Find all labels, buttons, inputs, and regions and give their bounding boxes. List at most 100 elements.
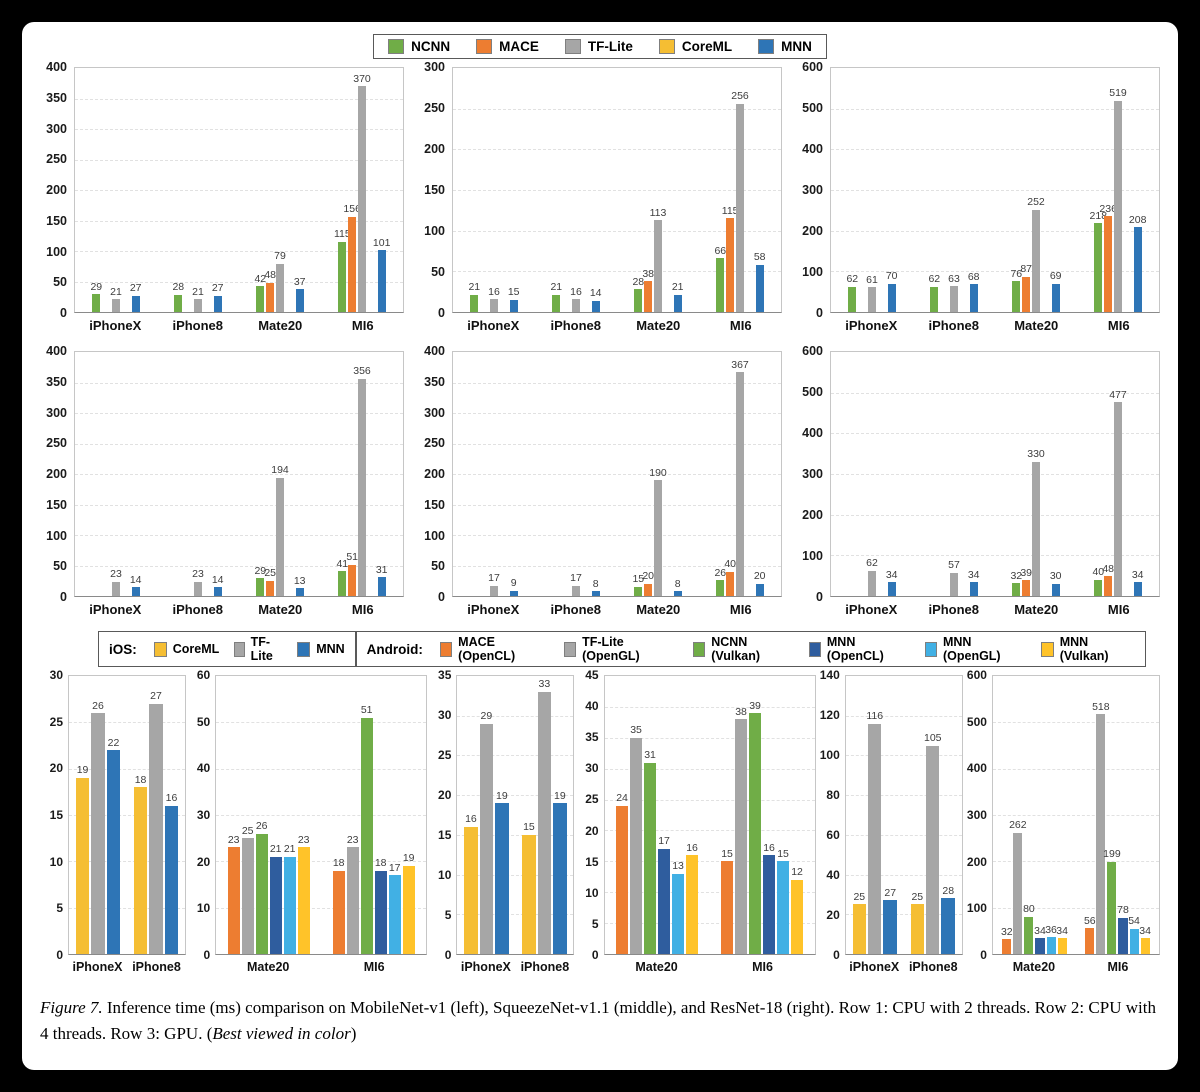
- bar-tf-lite: [736, 372, 744, 596]
- x-axis: iPhoneX iPhone8 Mate20 MI6: [74, 597, 404, 621]
- bar-mace: [266, 580, 275, 596]
- figure-panel: NCNN MACE TF-Lite CoreML MNN 400 350 300 250 200…: [22, 22, 1178, 1070]
- bar-slot-mnn: 101: [373, 68, 390, 312]
- bar-value-label: 42: [254, 272, 267, 285]
- bar-slot-ncnn: [848, 352, 856, 596]
- y-tick-label: 0: [203, 948, 211, 962]
- bar-slot-tf-lite: 17: [488, 352, 500, 596]
- bar-value-label: 105: [923, 732, 942, 744]
- bar-value-label: 101: [372, 236, 391, 249]
- bar-slot-mnn: 20: [754, 352, 766, 596]
- legend-label: TF-Lite (OpenGL): [582, 635, 640, 663]
- bar-slot-coreml: 16: [464, 676, 478, 954]
- legend-label: MNN (OpenGL): [942, 635, 1001, 663]
- bar-slot-coreml: [204, 68, 212, 312]
- bar-group-iphonex: 29 21 27: [75, 68, 157, 312]
- gridline: [604, 923, 815, 925]
- gridline: [992, 722, 1159, 724]
- figure-caption-body: Inference time (ms) comparison on Mobile…: [40, 998, 1156, 1044]
- bar-value-label: 199: [1103, 848, 1121, 861]
- bar-mace: [266, 282, 275, 312]
- y-tick-label: 200: [802, 507, 823, 522]
- bar-coreml: [910, 904, 925, 954]
- bar-value-label: 32: [1010, 569, 1023, 582]
- bar-mace: [644, 583, 653, 596]
- bar-tf-lite: [276, 477, 284, 596]
- bar-value-label: 48: [1102, 562, 1114, 575]
- gridline: [831, 433, 1159, 435]
- bar-mnn: [1051, 283, 1060, 312]
- x-axis-label-iphonex: iPhoneX: [845, 601, 898, 617]
- bar-slot-ncnn: 76: [1010, 68, 1022, 312]
- gridline: [216, 768, 427, 770]
- y-tick-label: 300: [46, 405, 67, 420]
- bar-slot-tf-lite-opengl: 35: [630, 676, 643, 954]
- gridline: [831, 555, 1159, 557]
- y-axis: 400 350 300 250 200 150 100 50 0: [40, 345, 74, 603]
- gridline: [457, 795, 574, 797]
- bar-group-iphonex: 62 61 70: [831, 68, 913, 312]
- plot-area: 21 16 15 21 16 14 28 38 113 21 66 115 256 58: [452, 67, 782, 313]
- bar-mnn-opencl: [1118, 917, 1128, 954]
- bar-slot-tf-lite: 113: [650, 68, 666, 312]
- gridline: [75, 220, 403, 222]
- bar-mnn: [553, 803, 567, 954]
- bar-value-label: 356: [353, 365, 371, 378]
- legend-item-mnn: MNN: [758, 39, 812, 54]
- x-axis: Mate20 MI6: [992, 955, 1160, 979]
- bar-slot-tf-lite: 62: [866, 352, 878, 596]
- gridline: [75, 129, 403, 130]
- bar-slot-mnn: 34: [886, 352, 898, 596]
- bar-slot-coreml: [582, 68, 590, 312]
- bar-mnn-vulkan: [1140, 938, 1150, 954]
- legend-label: CoreML: [172, 642, 220, 656]
- bar-slot-tf-lite: 21: [110, 68, 122, 312]
- bar-ncnn: [634, 289, 643, 312]
- bar-value-label: 116: [866, 710, 884, 723]
- gridline: [75, 159, 403, 161]
- y-tick-label: 100: [802, 548, 823, 563]
- bar-value-label: 26: [92, 699, 104, 712]
- bar-slot-tf-lite: 23: [192, 352, 204, 596]
- bar-value-label: 23: [110, 568, 122, 581]
- bar-coreml: [75, 777, 90, 954]
- bar-value-label: 15: [507, 286, 520, 299]
- bar-mace: [726, 571, 735, 596]
- bar-value-label: 21: [192, 285, 204, 298]
- gridline: [845, 755, 962, 757]
- bar-slot-mace-opencl: 32: [1001, 676, 1013, 954]
- chart-resnet18-gpu-ios: 140 120 100 80 60 40 20 0 25 116 27 25 105 28 iPhoneX i…: [817, 669, 963, 979]
- bar-slot-ncnn: 40: [1092, 352, 1104, 596]
- x-axis-label-iphone8: iPhone8: [172, 601, 224, 617]
- bar-slot-coreml: [1124, 68, 1132, 312]
- bar-group-mi6: 56 518 199 78 54 34: [1076, 676, 1159, 954]
- legend-label: TF-Lite: [587, 39, 633, 54]
- bar-group-iphone8: 17 8: [535, 352, 617, 596]
- bar-slot-tf-lite-opengl: 518: [1092, 676, 1110, 954]
- x-axis-label-mi6: MI6: [752, 960, 773, 974]
- bar-slot-mnn: 58: [754, 68, 766, 312]
- bar-value-label: 12: [791, 866, 803, 879]
- bar-tf-lite: [868, 570, 876, 596]
- bar-slot-ncnn: 66: [714, 68, 726, 312]
- bar-tf-lite: [1032, 461, 1040, 596]
- bar-slot-coreml: 15: [522, 676, 536, 954]
- y-axis: 45 40 35 30 25 20 15 10 5 0: [576, 669, 604, 961]
- bar-slot-mace: [940, 352, 948, 596]
- gridline: [69, 815, 185, 816]
- bar-ncnn: [338, 571, 347, 596]
- bar-mace: [1104, 576, 1113, 596]
- bar-value-label: 9: [510, 577, 517, 590]
- bar-ncnn: [174, 294, 183, 312]
- x-axis-label-iphonex: iPhoneX: [460, 960, 511, 974]
- bar-group-iphone8: 62 63 68: [913, 68, 995, 312]
- bar-slot-tf-lite: 63: [948, 68, 960, 312]
- bar-value-label: 31: [375, 563, 388, 576]
- bar-value-label: 194: [271, 464, 289, 477]
- bar-value-label: 28: [172, 281, 185, 294]
- bar-value-label: 20: [642, 570, 654, 583]
- bar-value-label: 23: [227, 833, 240, 846]
- bar-slot-mace-opencl: 18: [332, 676, 345, 954]
- y-tick-label: 400: [802, 425, 823, 440]
- bar-mnn-opencl: [763, 855, 776, 954]
